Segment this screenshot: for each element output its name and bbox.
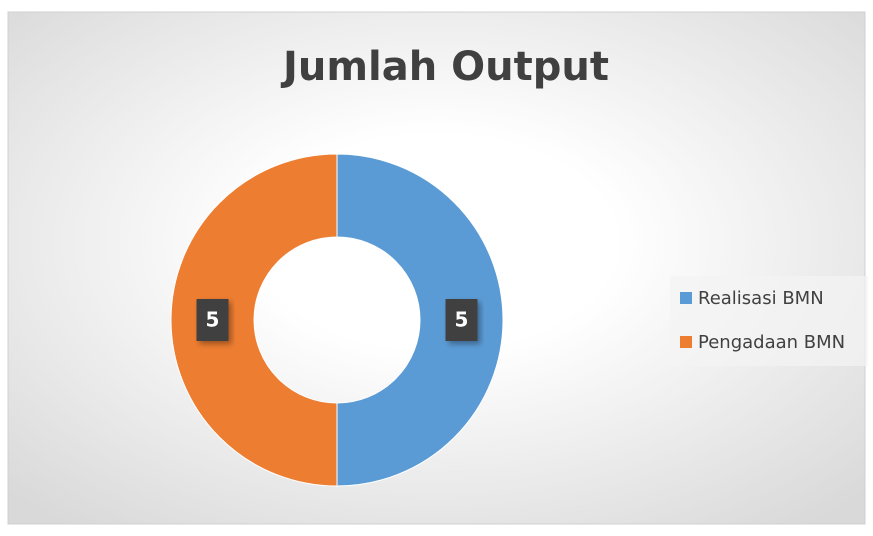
legend-label: Realisasi BMN — [698, 288, 824, 309]
donut-slice — [336, 153, 504, 487]
data-label: 5 — [455, 308, 469, 332]
data-label-box — [445, 299, 478, 341]
legend-label: Pengadaan BMN — [698, 332, 845, 353]
chart-title: Jumlah Output — [280, 44, 609, 90]
donut-slice — [170, 153, 338, 487]
legend-swatch — [680, 292, 692, 304]
legend-swatch — [680, 336, 692, 348]
legend-background — [670, 276, 868, 366]
data-label: 5 — [206, 308, 220, 332]
data-label-box — [196, 299, 229, 341]
